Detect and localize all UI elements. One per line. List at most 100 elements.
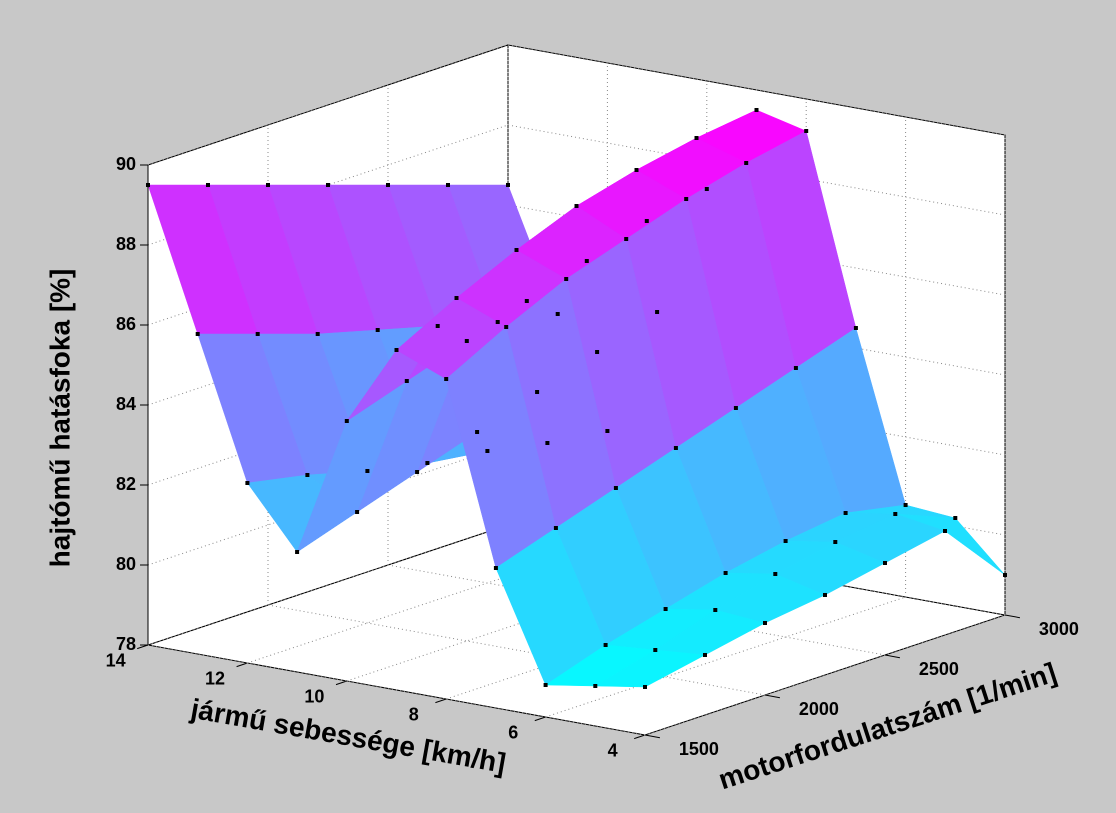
data-point (425, 461, 430, 465)
data-point (555, 312, 560, 316)
data-point (344, 419, 349, 423)
data-point (1003, 573, 1007, 577)
data-point (255, 332, 260, 336)
data-point (415, 470, 420, 474)
data-point (883, 561, 887, 565)
data-point (723, 571, 728, 575)
data-point (943, 529, 947, 533)
data-point (613, 486, 618, 490)
tick-mark (1004, 614, 1020, 619)
data-point (435, 324, 440, 328)
data-point (195, 332, 200, 336)
data-point (553, 526, 558, 530)
data-point (464, 339, 469, 343)
data-point (593, 684, 598, 688)
data-point (783, 539, 788, 543)
data-point (953, 516, 958, 520)
z-tick-label: 78 (116, 634, 136, 654)
data-point (595, 350, 600, 354)
data-point (404, 379, 409, 383)
data-point (703, 653, 707, 657)
data-point (564, 277, 569, 281)
data-point (375, 328, 380, 332)
data-point (545, 441, 550, 445)
data-point (754, 108, 759, 112)
data-point (206, 183, 210, 187)
x-tick-label: 12 (205, 669, 225, 689)
data-point (506, 183, 510, 187)
data-point (655, 310, 660, 314)
grid-line (644, 614, 1006, 736)
tick-mark (236, 662, 248, 668)
data-point (146, 183, 150, 187)
x-tick-label: 8 (409, 705, 419, 725)
data-point (733, 406, 738, 410)
tick-mark (435, 698, 447, 704)
data-point (713, 608, 718, 612)
data-point (823, 593, 827, 597)
data-point (493, 566, 498, 570)
grid-line (545, 596, 906, 718)
data-point (634, 168, 639, 172)
z-tick-label: 84 (116, 394, 136, 414)
tick-mark (335, 680, 347, 686)
data-point (355, 510, 360, 514)
data-point (673, 446, 678, 450)
data-point (504, 325, 509, 329)
data-point (833, 540, 838, 544)
data-point (266, 183, 270, 187)
data-point (446, 183, 450, 187)
data-point (315, 332, 320, 336)
data-point (605, 429, 610, 433)
data-point (305, 473, 310, 477)
z-axis-label: hajtómű hatásfoka [%] (44, 269, 75, 568)
data-point (454, 296, 459, 300)
x-tick-label: 4 (608, 741, 618, 761)
grid-line (147, 44, 509, 166)
data-point (704, 187, 709, 191)
x-tick-label: 6 (508, 723, 518, 743)
y-tick-label: 3000 (1039, 619, 1079, 639)
tick-mark (634, 734, 646, 740)
grid-line (507, 44, 1006, 136)
data-point (644, 219, 649, 223)
grid-line (267, 604, 766, 696)
x-tick-label: 14 (106, 651, 126, 671)
data-point (684, 197, 689, 201)
data-point (893, 512, 898, 516)
grid-line (147, 124, 509, 246)
data-point (514, 248, 519, 252)
data-point (475, 430, 480, 434)
data-point (763, 621, 767, 625)
grid-line (147, 524, 509, 646)
data-point (694, 136, 699, 140)
x-tick-label: 10 (304, 687, 324, 707)
y-tick-label: 2500 (919, 659, 959, 679)
grid-line (147, 444, 509, 566)
tick-mark (534, 716, 546, 722)
data-point (524, 299, 529, 303)
y-tick-label: 2000 (799, 699, 839, 719)
data-point (653, 648, 658, 652)
data-point (485, 449, 490, 453)
data-point (903, 503, 908, 507)
data-point (744, 161, 749, 165)
data-point (843, 511, 848, 515)
data-point (386, 183, 390, 187)
z-tick-label: 90 (116, 154, 136, 174)
data-point (543, 683, 548, 687)
data-point (643, 685, 647, 689)
z-tick-label: 88 (116, 234, 136, 254)
data-point (793, 366, 798, 370)
data-point (853, 326, 858, 330)
tick-mark (137, 644, 149, 650)
data-point (603, 643, 608, 647)
z-tick-label: 82 (116, 474, 136, 494)
data-point (394, 348, 399, 352)
data-point (584, 259, 589, 263)
data-point (245, 481, 250, 485)
z-tick-label: 80 (116, 554, 136, 574)
y-tick-label: 1500 (679, 739, 719, 759)
data-point (663, 607, 668, 611)
